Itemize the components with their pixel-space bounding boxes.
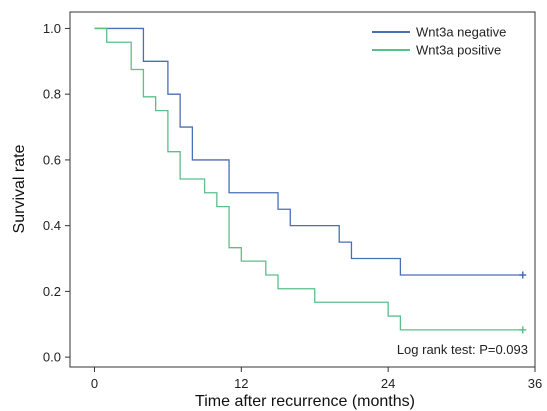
y-tick-label: 0.4 bbox=[43, 218, 61, 233]
x-tick-label: 24 bbox=[381, 376, 395, 391]
x-axis-title: Time after recurrence (months) bbox=[195, 393, 415, 410]
censor-marker bbox=[519, 326, 527, 334]
plot-frame bbox=[69, 11, 536, 368]
x-tick-label: 36 bbox=[528, 376, 542, 391]
y-tick-label: 0.0 bbox=[43, 350, 61, 365]
legend-label: Wnt3a positive bbox=[416, 43, 501, 58]
log-rank-annotation: Log rank test: P=0.093 bbox=[397, 342, 528, 357]
y-tick-label: 0.2 bbox=[43, 284, 61, 299]
legend-label: Wnt3a negative bbox=[416, 25, 506, 40]
y-tick-label: 1.0 bbox=[43, 21, 61, 36]
y-tick-label: 0.6 bbox=[43, 152, 61, 167]
series-line-2 bbox=[94, 27, 523, 331]
series-layer bbox=[94, 27, 527, 334]
y-axis-ticks: 0.0 0.2 0.4 0.6 0.8 1.0 bbox=[43, 21, 70, 365]
series-line-1 bbox=[94, 27, 523, 276]
x-axis-ticks: 0 12 24 36 bbox=[91, 367, 542, 391]
y-axis-title: Survival rate bbox=[11, 144, 28, 233]
legend: Wnt3a negative Wnt3a positive bbox=[372, 25, 506, 58]
x-tick-label: 12 bbox=[234, 376, 248, 391]
y-tick-label: 0.8 bbox=[43, 87, 61, 102]
x-tick-label: 0 bbox=[91, 376, 98, 391]
censor-marker bbox=[519, 271, 527, 279]
